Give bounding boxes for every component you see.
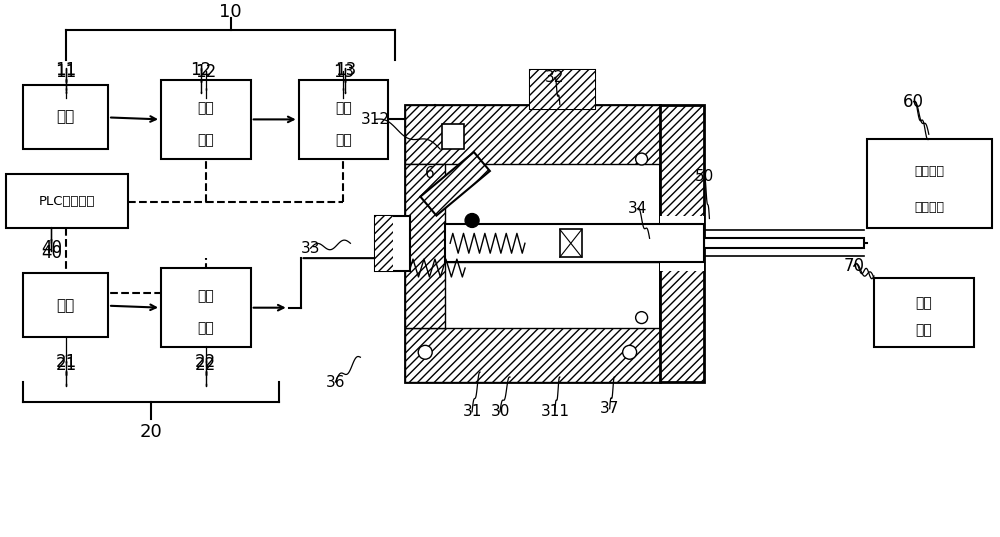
Text: 312: 312 [361, 112, 390, 127]
Text: 刀具: 刀具 [915, 324, 932, 338]
Bar [6, 174, 128, 228]
Bar [23, 85, 108, 149]
Text: 32: 32 [545, 70, 565, 85]
Text: 70: 70 [844, 257, 865, 275]
Bar [530, 70, 595, 110]
Text: 气增: 气增 [197, 101, 214, 115]
Text: 12: 12 [190, 61, 211, 79]
Text: 压泵: 压泵 [197, 321, 214, 335]
Polygon shape [420, 152, 490, 215]
Text: 油箱: 油箱 [57, 297, 75, 313]
Text: 13: 13 [335, 61, 356, 79]
Bar [660, 216, 704, 271]
Text: 内冷: 内冷 [915, 296, 932, 310]
Text: 13: 13 [333, 63, 354, 81]
Circle shape [623, 345, 637, 359]
Text: 高压: 高压 [335, 101, 352, 115]
Circle shape [418, 345, 432, 359]
Text: 36: 36 [326, 374, 345, 389]
Text: 20: 20 [140, 423, 162, 440]
Text: 40: 40 [41, 239, 62, 257]
Bar [299, 80, 388, 159]
Bar [405, 105, 660, 382]
Text: 压泵: 压泵 [197, 133, 214, 147]
Bar [161, 80, 251, 159]
Text: 21: 21 [56, 353, 77, 371]
Bar [874, 278, 974, 347]
Bar [560, 229, 582, 257]
Text: 12: 12 [195, 63, 216, 81]
Bar [405, 105, 660, 164]
Text: 60: 60 [903, 92, 924, 111]
Text: 31: 31 [462, 404, 482, 419]
Bar [442, 125, 464, 149]
Text: 37: 37 [600, 401, 619, 416]
Text: 40: 40 [41, 244, 62, 262]
Bar [530, 70, 595, 110]
Text: 旋转接头: 旋转接头 [914, 200, 944, 214]
Text: 50: 50 [695, 169, 714, 184]
Bar [704, 238, 864, 248]
Bar [405, 164, 445, 328]
Text: 内冷主轴: 内冷主轴 [914, 165, 944, 178]
Text: 油增: 油增 [197, 289, 214, 303]
Bar [161, 268, 251, 347]
Text: 34: 34 [628, 201, 647, 216]
Circle shape [465, 214, 479, 227]
Text: 6: 6 [425, 166, 435, 182]
Circle shape [636, 153, 648, 165]
Text: 11: 11 [56, 61, 77, 79]
Bar [375, 216, 393, 271]
Text: PLC控制系统: PLC控制系统 [39, 194, 95, 208]
Bar [867, 139, 992, 228]
Bar [23, 273, 108, 337]
Text: 10: 10 [219, 3, 242, 21]
Bar [660, 105, 704, 382]
Bar [375, 216, 410, 271]
Text: 21: 21 [56, 356, 77, 374]
Bar [445, 224, 704, 262]
Text: 22: 22 [195, 353, 216, 371]
Text: 22: 22 [195, 356, 216, 374]
Text: 11: 11 [56, 63, 77, 81]
Bar [405, 328, 660, 382]
Text: 33: 33 [301, 241, 320, 256]
Circle shape [636, 311, 648, 324]
Text: 30: 30 [490, 404, 510, 419]
Text: 311: 311 [540, 404, 569, 419]
Text: 气源: 气源 [57, 110, 75, 125]
Text: 气阀: 气阀 [335, 133, 352, 147]
